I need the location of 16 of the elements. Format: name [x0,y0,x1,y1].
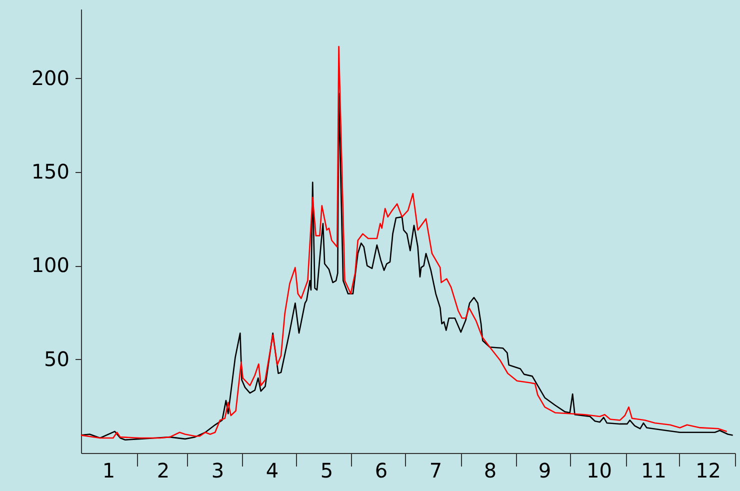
x-tick-label: 7 [429,458,442,482]
x-tick-label: 4 [266,458,279,482]
x-tick-label: 11 [641,458,666,482]
x-tick-label: 1 [102,458,116,482]
y-tick-label: 50 [44,346,70,371]
x-tick-label: 10 [586,458,612,482]
x-tick-label: 5 [320,458,334,482]
x-tick-label: 3 [211,458,224,482]
x-tick-label: 6 [374,458,388,482]
x-tick-label: 8 [484,458,497,482]
y-tick-label: 150 [31,159,70,184]
x-tick-label: 2 [156,458,170,482]
x-tick-label: 12 [696,458,721,482]
x-tick-label: 9 [538,458,552,482]
y-tick-label: 200 [31,66,70,90]
y-tick-label: 100 [31,253,70,278]
